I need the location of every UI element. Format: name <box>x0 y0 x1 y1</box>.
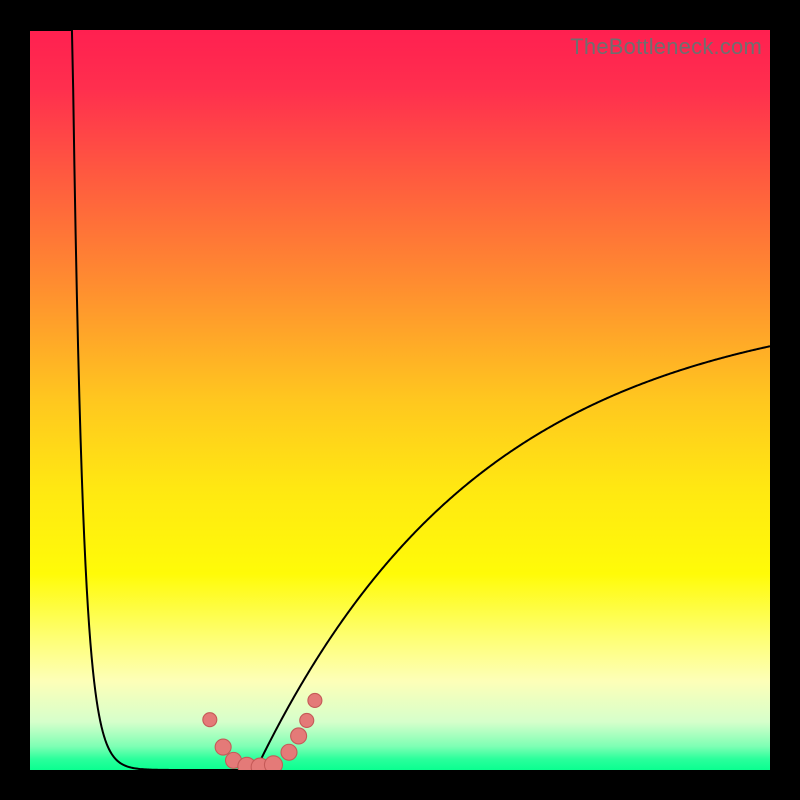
marker-group <box>203 693 322 770</box>
outer-frame: TheBottleneck.com <box>0 0 800 800</box>
curve-marker <box>215 739 231 755</box>
curve-marker <box>300 713 314 727</box>
plot-area: TheBottleneck.com <box>30 30 770 770</box>
chart-svg <box>30 30 770 770</box>
watermark-text: TheBottleneck.com <box>570 34 762 60</box>
curve-marker <box>308 693 322 707</box>
curve-marker <box>281 744 297 760</box>
curve-marker <box>291 728 307 744</box>
curve-marker <box>264 756 282 770</box>
bottleneck-curve <box>30 30 770 770</box>
curve-marker <box>203 713 217 727</box>
